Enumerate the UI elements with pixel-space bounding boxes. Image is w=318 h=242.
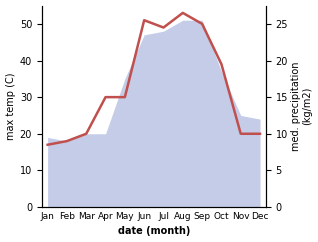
X-axis label: date (month): date (month) xyxy=(118,227,190,236)
Y-axis label: med. precipitation
(kg/m2): med. precipitation (kg/m2) xyxy=(291,61,313,151)
Y-axis label: max temp (C): max temp (C) xyxy=(5,73,16,140)
